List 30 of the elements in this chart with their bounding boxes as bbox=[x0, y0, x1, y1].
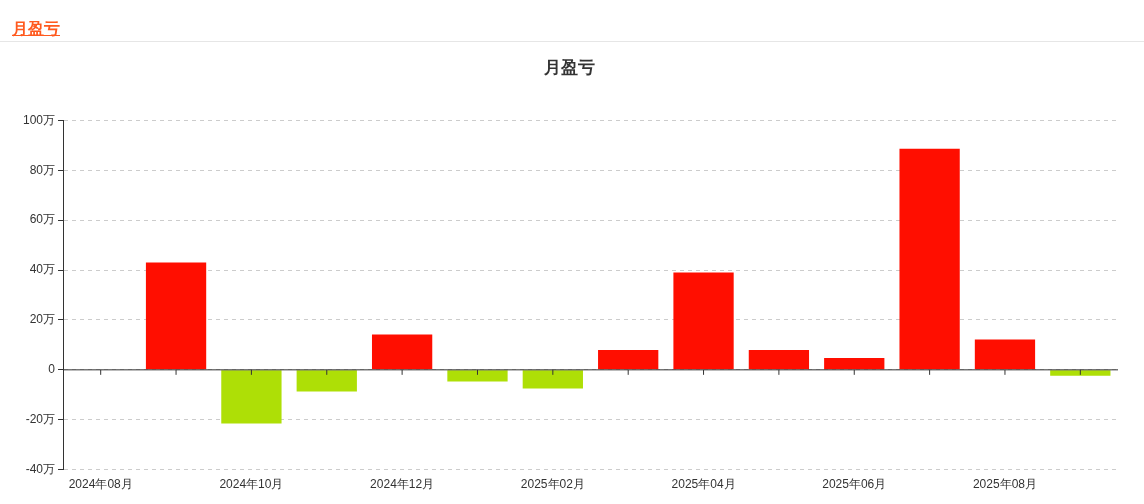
y-tick-label: 60万 bbox=[29, 212, 56, 227]
bar bbox=[522, 370, 583, 389]
y-tick-label: 80万 bbox=[29, 162, 56, 177]
x-tick-label: 2025年06月 bbox=[822, 477, 887, 492]
x-tick-label: 2024年08月 bbox=[68, 477, 133, 492]
x-tick-label: 2025年08月 bbox=[972, 477, 1037, 492]
y-tick-label: -20万 bbox=[25, 412, 56, 427]
y-tick-label: 100万 bbox=[22, 112, 56, 127]
y-tick-label: 0 bbox=[48, 362, 56, 377]
bar bbox=[447, 370, 508, 382]
bar bbox=[221, 370, 282, 424]
bar bbox=[296, 370, 357, 392]
bar bbox=[145, 262, 207, 370]
bar bbox=[598, 350, 659, 370]
x-tick-label: 2024年12月 bbox=[370, 477, 435, 492]
bar bbox=[974, 339, 1036, 370]
bar bbox=[371, 334, 433, 370]
bar bbox=[824, 358, 885, 370]
text: 月盈亏 bbox=[12, 19, 60, 39]
x-tick-label: 2024年10月 bbox=[219, 477, 284, 492]
x-tick-label: 2025年04月 bbox=[671, 477, 736, 492]
chart-title: 月盈亏 bbox=[542, 56, 595, 77]
bar bbox=[673, 272, 734, 370]
x-tick-label: 2025年02月 bbox=[520, 477, 585, 492]
bar bbox=[899, 148, 960, 370]
bar bbox=[748, 350, 810, 370]
y-tick-label: 40万 bbox=[29, 262, 56, 277]
y-tick-label: -40万 bbox=[25, 461, 56, 476]
bar bbox=[1050, 370, 1111, 376]
y-tick-label: 20万 bbox=[29, 312, 56, 327]
